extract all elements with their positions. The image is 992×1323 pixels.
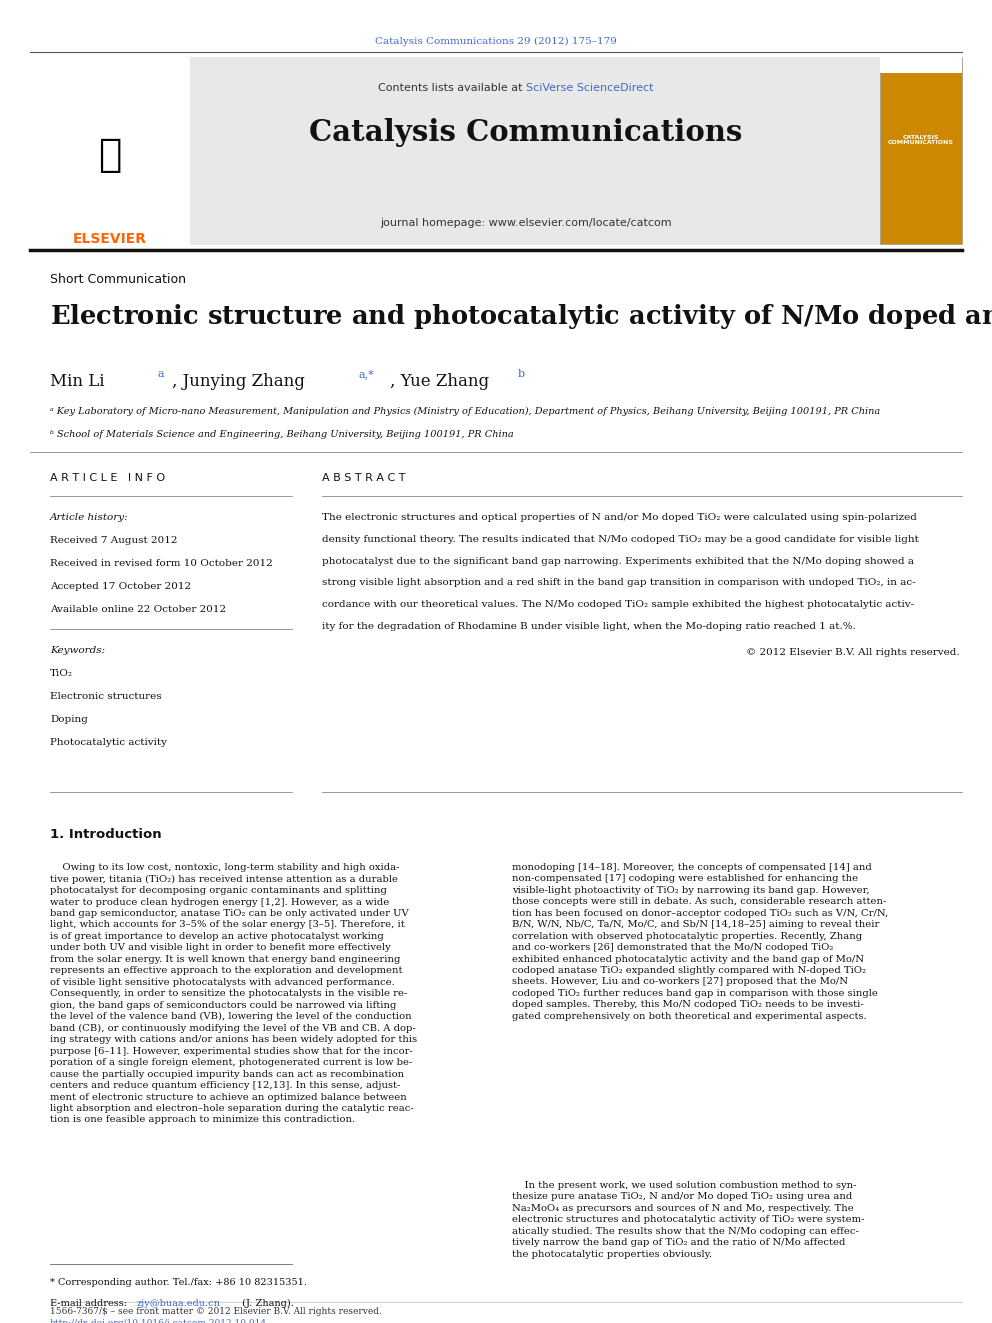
- Text: journal homepage: www.elsevier.com/locate/catcom: journal homepage: www.elsevier.com/locat…: [380, 218, 672, 228]
- Text: strong visible light absorption and a red shift in the band gap transition in co: strong visible light absorption and a re…: [322, 578, 916, 587]
- Text: Electronic structures: Electronic structures: [50, 692, 162, 701]
- Text: * Corresponding author. Tel./fax: +86 10 82315351.: * Corresponding author. Tel./fax: +86 10…: [50, 1278, 307, 1287]
- Text: Accepted 17 October 2012: Accepted 17 October 2012: [50, 582, 191, 591]
- Text: 🌳: 🌳: [98, 136, 122, 175]
- Text: A B S T R A C T: A B S T R A C T: [322, 474, 406, 483]
- Text: Keywords:: Keywords:: [50, 646, 105, 655]
- Text: cordance with our theoretical values. The N/Mo codoped TiO₂ sample exhibited the: cordance with our theoretical values. Th…: [322, 601, 914, 609]
- Text: Short Communication: Short Communication: [50, 273, 186, 286]
- Text: monodoping [14–18]. Moreover, the concepts of compensated [14] and
non-compensat: monodoping [14–18]. Moreover, the concep…: [512, 863, 888, 1021]
- Text: E-mail address:: E-mail address:: [50, 1299, 130, 1308]
- Text: 1566-7367/$ – see front matter © 2012 Elsevier B.V. All rights reserved.: 1566-7367/$ – see front matter © 2012 El…: [50, 1307, 382, 1316]
- Text: Catalysis Communications: Catalysis Communications: [310, 118, 743, 147]
- Text: Electronic structure and photocatalytic activity of N/Mo doped anatase TiO$_2$: Electronic structure and photocatalytic …: [50, 302, 992, 331]
- Text: Article history:: Article history:: [50, 513, 129, 523]
- Text: b: b: [518, 369, 525, 378]
- Text: SciVerse ScienceDirect: SciVerse ScienceDirect: [526, 83, 654, 93]
- Bar: [30, 57, 190, 245]
- Text: Min Li: Min Li: [50, 373, 110, 390]
- Text: , Yue Zhang: , Yue Zhang: [390, 373, 494, 390]
- Text: ᵇ School of Materials Science and Engineering, Beihang University, Beijing 10019: ᵇ School of Materials Science and Engine…: [50, 430, 514, 439]
- Text: © 2012 Elsevier B.V. All rights reserved.: © 2012 Elsevier B.V. All rights reserved…: [746, 648, 960, 656]
- Text: Received in revised form 10 October 2012: Received in revised form 10 October 2012: [50, 560, 273, 568]
- Bar: [880, 56, 962, 73]
- Text: 1. Introduction: 1. Introduction: [50, 828, 162, 841]
- Text: http://dx.doi.org/10.1016/j.catcom.2012.10.014: http://dx.doi.org/10.1016/j.catcom.2012.…: [50, 1319, 267, 1323]
- Text: Available online 22 October 2012: Available online 22 October 2012: [50, 605, 226, 614]
- Text: Catalysis Communications 29 (2012) 175–179: Catalysis Communications 29 (2012) 175–1…: [375, 37, 617, 46]
- Text: (J. Zhang).: (J. Zhang).: [239, 1299, 294, 1308]
- Text: ity for the degradation of Rhodamine B under visible light, when the Mo-doping r: ity for the degradation of Rhodamine B u…: [322, 622, 856, 631]
- Text: A R T I C L E   I N F O: A R T I C L E I N F O: [50, 474, 165, 483]
- Text: In the present work, we used solution combustion method to syn-
thesize pure ana: In the present work, we used solution co…: [512, 1181, 864, 1258]
- Text: CATALYSIS
COMMUNICATIONS: CATALYSIS COMMUNICATIONS: [888, 135, 954, 146]
- Text: Owing to its low cost, nontoxic, long-term stability and high oxida-
tive power,: Owing to its low cost, nontoxic, long-te…: [50, 863, 417, 1125]
- Text: Doping: Doping: [50, 714, 88, 724]
- Text: ELSEVIER: ELSEVIER: [73, 232, 147, 246]
- Text: density functional theory. The results indicated that N/Mo codoped TiO₂ may be a: density functional theory. The results i…: [322, 534, 919, 544]
- Text: zjy@buaa.edu.cn: zjy@buaa.edu.cn: [137, 1299, 221, 1308]
- Text: The electronic structures and optical properties of N and/or Mo doped TiO₂ were : The electronic structures and optical pr…: [322, 513, 917, 523]
- Bar: [880, 57, 962, 243]
- Text: TiO₂: TiO₂: [50, 669, 73, 677]
- Text: photocatalyst due to the significant band gap narrowing. Experiments exhibited t: photocatalyst due to the significant ban…: [322, 557, 914, 566]
- Text: ᵃ Key Laboratory of Micro-nano Measurement, Manipulation and Physics (Ministry o: ᵃ Key Laboratory of Micro-nano Measureme…: [50, 407, 880, 417]
- Text: a,*: a,*: [358, 369, 374, 378]
- Bar: [30, 57, 962, 245]
- Text: , Junying Zhang: , Junying Zhang: [172, 373, 310, 390]
- Text: a: a: [157, 369, 164, 378]
- Text: Contents lists available at: Contents lists available at: [378, 83, 526, 93]
- Text: Photocatalytic activity: Photocatalytic activity: [50, 738, 167, 747]
- Text: Received 7 August 2012: Received 7 August 2012: [50, 536, 178, 545]
